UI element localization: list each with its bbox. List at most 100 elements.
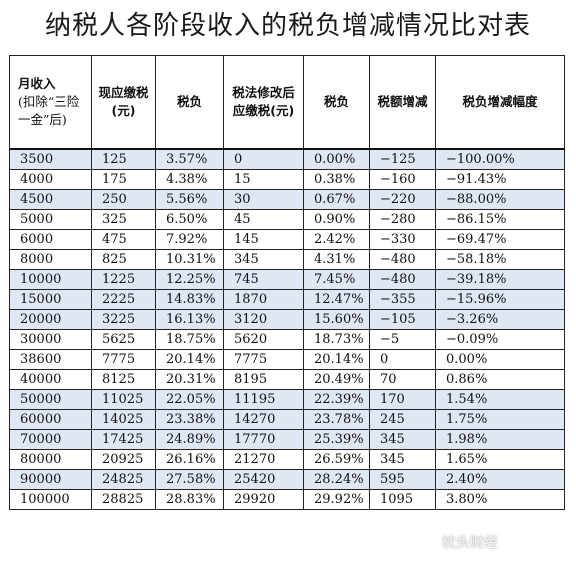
cell-current-burden: 12.25% — [155, 269, 224, 290]
cell-tax-change: −330 — [369, 229, 436, 250]
table-row: 8000 825 10.31% 345 4.31% −480 −58.18% — [9, 249, 565, 270]
table-row: 10000 1225 12.25% 745 7.45% −480 −39.18% — [9, 269, 565, 290]
cell-revised-burden: 29.92% — [303, 489, 370, 510]
cell-revised-burden: 2.42% — [303, 229, 370, 250]
table-row: 100000 28825 28.83% 29920 29.92% 1095 3.80% — [9, 489, 565, 510]
cell-current-tax: 20925 — [91, 449, 156, 470]
watermark-right: 枕头财经 — [442, 535, 498, 551]
cell-revised-burden: 0.90% — [303, 209, 370, 230]
cell-income: 38600 — [9, 349, 92, 370]
cell-revised-burden: 0.67% — [303, 189, 370, 210]
cell-tax-change: 1095 — [369, 489, 436, 510]
cell-revised-burden: 7.45% — [303, 269, 370, 290]
header-current-tax: 现应缴税(元) — [91, 55, 156, 150]
table-row: 5000 325 6.50% 45 0.90% −280 −86.15% — [9, 209, 565, 230]
cell-current-burden: 22.05% — [155, 389, 224, 410]
cell-revised-burden: 12.47% — [303, 289, 370, 310]
cell-current-tax: 475 — [91, 229, 156, 250]
table-row: 20000 3225 16.13% 3120 15.60% −105 −3.26% — [9, 309, 565, 330]
cell-current-tax: 14025 — [91, 409, 156, 430]
cell-current-tax: 125 — [91, 148, 156, 170]
cell-current-tax: 2225 — [91, 289, 156, 310]
table-body: 3500 125 3.57% 0 0.00% −125 −100.00% 4000 175 4.3… — [9, 148, 565, 510]
cell-revised-burden: 22.39% — [303, 389, 370, 410]
cell-revised-burden: 0.38% — [303, 169, 370, 190]
cell-revised-burden: 15.60% — [303, 309, 370, 330]
table-header-row: 月收入 (扣除“三险一金”后) 现应缴税(元) 税负 税法修改后应缴税(元) 税… — [9, 55, 565, 150]
cell-revised-burden: 4.31% — [303, 249, 370, 270]
cell-burden-change-rate: −39.18% — [435, 269, 565, 290]
cell-tax-change: 170 — [369, 389, 436, 410]
cell-tax-change: −5 — [369, 329, 436, 350]
cell-current-burden: 7.92% — [155, 229, 224, 250]
cell-current-burden: 5.56% — [155, 189, 224, 210]
cell-revised-burden: 18.73% — [303, 329, 370, 350]
header-monthly-income-label: 月收入 — [18, 76, 56, 91]
cell-current-tax: 325 — [91, 209, 156, 230]
cell-current-burden: 26.16% — [155, 449, 224, 470]
header-current-burden: 税负 — [155, 55, 224, 150]
cell-current-burden: 28.83% — [155, 489, 224, 510]
cell-burden-change-rate: 3.80% — [435, 489, 565, 510]
cell-current-burden: 10.31% — [155, 249, 224, 270]
cell-current-burden: 16.13% — [155, 309, 224, 330]
cell-burden-change-rate: −3.26% — [435, 309, 565, 330]
header-monthly-income-note: (扣除“三险一金”后) — [18, 94, 80, 127]
cell-revised-tax: 30 — [223, 189, 304, 210]
cell-current-burden: 27.58% — [155, 469, 224, 490]
cell-income: 50000 — [9, 389, 92, 410]
cell-tax-change: 245 — [369, 409, 436, 430]
cell-revised-tax: 25420 — [223, 469, 304, 490]
table-row: 4500 250 5.56% 30 0.67% −220 −88.00% — [9, 189, 565, 210]
cell-income: 100000 — [9, 489, 92, 510]
cell-current-burden: 24.89% — [155, 429, 224, 450]
table-row: 60000 14025 23.38% 14270 23.78% 245 1.75% — [9, 409, 565, 430]
cell-tax-change: −125 — [369, 148, 436, 170]
cell-income: 60000 — [9, 409, 92, 430]
cell-income: 10000 — [9, 269, 92, 290]
cell-tax-change: −220 — [369, 189, 436, 210]
table-row: 6000 475 7.92% 145 2.42% −330 −69.47% — [9, 229, 565, 250]
cell-revised-tax: 29920 — [223, 489, 304, 510]
cell-income: 90000 — [9, 469, 92, 490]
tax-comparison-table: 月收入 (扣除“三险一金”后) 现应缴税(元) 税负 税法修改后应缴税(元) 税… — [9, 55, 565, 510]
cell-current-burden: 20.14% — [155, 349, 224, 370]
cell-current-tax: 250 — [91, 189, 156, 210]
cell-burden-change-rate: 0.86% — [435, 369, 565, 390]
cell-burden-change-rate: 1.98% — [435, 429, 565, 450]
header-revised-tax: 税法修改后应缴税(元) — [223, 55, 304, 150]
cell-burden-change-rate: −88.00% — [435, 189, 565, 210]
cell-income: 8000 — [9, 249, 92, 270]
cell-revised-burden: 25.39% — [303, 429, 370, 450]
cell-revised-burden: 28.24% — [303, 469, 370, 490]
cell-current-tax: 17425 — [91, 429, 156, 450]
cell-current-tax: 5625 — [91, 329, 156, 350]
cell-burden-change-rate: 1.65% — [435, 449, 565, 470]
cell-revised-tax: 0 — [223, 148, 304, 170]
cell-tax-change: −480 — [369, 269, 436, 290]
cell-tax-change: 345 — [369, 429, 436, 450]
table-row: 15000 2225 14.83% 1870 12.47% −355 −15.96% — [9, 289, 565, 310]
cell-burden-change-rate: 1.54% — [435, 389, 565, 410]
cell-income: 4500 — [9, 189, 92, 210]
cell-revised-tax: 1870 — [223, 289, 304, 310]
cell-income: 80000 — [9, 449, 92, 470]
cell-current-burden: 18.75% — [155, 329, 224, 350]
table-row: 70000 17425 24.89% 17770 25.39% 345 1.98% — [9, 429, 565, 450]
cell-income: 5000 — [9, 209, 92, 230]
cell-tax-change: 70 — [369, 369, 436, 390]
cell-tax-change: −480 — [369, 249, 436, 270]
cell-income: 70000 — [9, 429, 92, 450]
cell-income: 4000 — [9, 169, 92, 190]
cell-current-burden: 6.50% — [155, 209, 224, 230]
cell-income: 20000 — [9, 309, 92, 330]
cell-revised-tax: 11195 — [223, 389, 304, 410]
table-row: 50000 11025 22.05% 11195 22.39% 170 1.54% — [9, 389, 565, 410]
cell-income: 3500 — [9, 148, 92, 170]
cell-revised-tax: 145 — [223, 229, 304, 250]
cell-current-tax: 28825 — [91, 489, 156, 510]
cell-revised-tax: 14270 — [223, 409, 304, 430]
cell-revised-tax: 7775 — [223, 349, 304, 370]
cell-burden-change-rate: −15.96% — [435, 289, 565, 310]
cell-current-burden: 23.38% — [155, 409, 224, 430]
